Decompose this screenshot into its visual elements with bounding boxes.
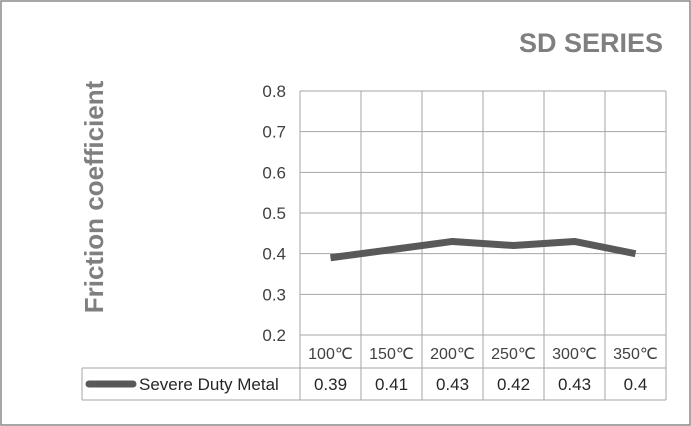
- y-tick-label: 0.6: [262, 163, 286, 182]
- data-table-value: 0.4: [624, 375, 648, 394]
- y-tick-label: 0.4: [262, 245, 286, 264]
- data-table-value: 0.39: [314, 375, 347, 394]
- data-table-value: 0.43: [436, 375, 469, 394]
- y-axis-label: Friction coefficient: [79, 80, 109, 313]
- series-line: [330, 237, 637, 262]
- data-table-value: 0.42: [497, 375, 530, 394]
- x-tick-label: 150℃: [369, 346, 414, 363]
- data-table-value: 0.41: [375, 375, 408, 394]
- y-tick-label: 0.7: [262, 123, 286, 142]
- data-table-value: 0.43: [558, 375, 591, 394]
- x-tick-label: 300℃: [552, 346, 597, 363]
- x-tick-label: 100℃: [308, 346, 353, 363]
- x-tick-label: 350℃: [613, 346, 658, 363]
- y-tick-label: 0.8: [262, 82, 286, 101]
- y-tick-label: 0.3: [262, 285, 286, 304]
- y-tick-label: 0.5: [262, 204, 286, 223]
- chart-title: SD SERIES: [519, 28, 663, 58]
- x-tick-label: 250℃: [491, 346, 536, 363]
- x-tick-label: 200℃: [430, 346, 475, 363]
- y-tick-label: 0.2: [262, 326, 286, 345]
- legend-label: Severe Duty Metal: [139, 375, 279, 394]
